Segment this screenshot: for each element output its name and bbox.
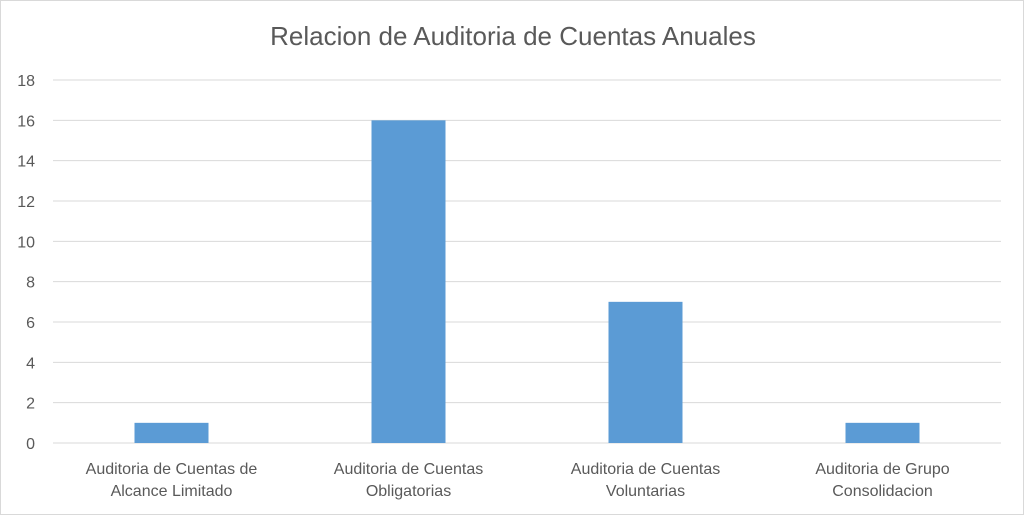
x-category-label: Alcance Limitado: [111, 483, 233, 500]
y-tick-label: 14: [17, 154, 35, 171]
y-tick-label: 18: [17, 73, 35, 90]
y-tick-label: 10: [17, 234, 35, 251]
y-tick-label: 2: [26, 396, 35, 413]
y-tick-label: 16: [17, 113, 35, 130]
x-category-label: Auditoria de Cuentas: [334, 461, 483, 478]
x-category-label: Voluntarias: [606, 483, 685, 500]
x-category-label: Obligatorias: [366, 483, 451, 500]
chart-title: Relacion de Auditoria de Cuentas Anuales: [270, 21, 756, 51]
y-tick-label: 12: [17, 194, 35, 211]
gridlines: [53, 79, 1001, 444]
bar: [134, 422, 209, 443]
x-category-label: Consolidacion: [832, 483, 933, 500]
y-tick-label: 0: [26, 436, 35, 453]
bar: [371, 120, 446, 443]
y-axis-ticks: 0 2 4 6 8 10 12 14 16 18: [17, 73, 35, 453]
bar: [845, 422, 920, 443]
bar: [608, 301, 683, 443]
x-category-label: Auditoria de Cuentas de: [86, 461, 258, 478]
bars: [134, 120, 920, 443]
x-category-label: Auditoria de Grupo: [815, 461, 949, 478]
x-category-label: Auditoria de Cuentas: [571, 461, 720, 478]
y-tick-label: 4: [26, 355, 35, 372]
y-tick-label: 6: [26, 315, 35, 332]
x-axis-categories: Auditoria de Cuentas de Alcance Limitado A…: [86, 461, 950, 500]
y-tick-label: 8: [26, 275, 35, 292]
